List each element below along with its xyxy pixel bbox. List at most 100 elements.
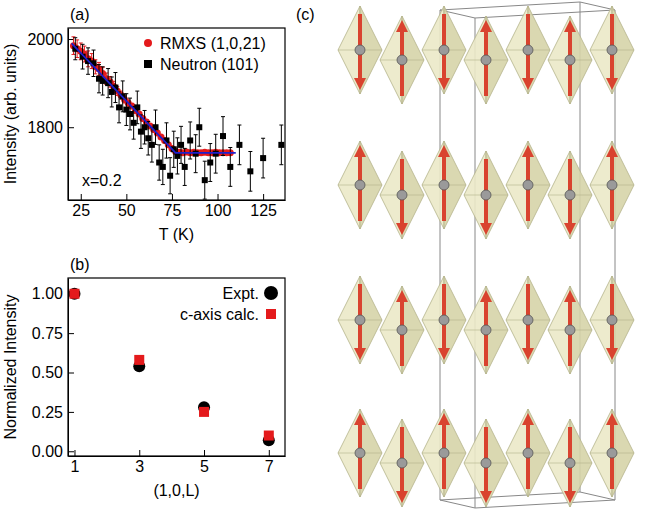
error-bar bbox=[101, 67, 105, 95]
error-bar-cap bbox=[124, 93, 128, 94]
atom bbox=[355, 448, 365, 458]
data-point bbox=[220, 133, 226, 139]
octahedron bbox=[590, 276, 634, 364]
error-bar-cap bbox=[97, 92, 101, 93]
octahedron bbox=[590, 141, 634, 229]
y-tick-label: 1800 bbox=[27, 119, 63, 136]
error-bar-cap bbox=[121, 80, 125, 81]
atom bbox=[523, 315, 533, 325]
legend: RMXS (1,0,21)Neutron (101) bbox=[144, 35, 266, 73]
error-bar bbox=[279, 125, 283, 165]
octahedron bbox=[464, 151, 508, 239]
error-bar-cap bbox=[86, 47, 90, 48]
error-bar bbox=[135, 91, 139, 124]
octahedron bbox=[380, 16, 424, 104]
error-bar-cap bbox=[188, 121, 192, 122]
error-bar-cap bbox=[146, 155, 150, 156]
error-bar-cap bbox=[197, 146, 201, 147]
error-bar-cap bbox=[135, 91, 139, 92]
octahedron bbox=[338, 276, 382, 364]
legend-label: RMXS (1,0,21) bbox=[160, 35, 266, 52]
series-1 bbox=[72, 38, 284, 199]
octahedron bbox=[338, 141, 382, 229]
octahedron bbox=[380, 286, 424, 374]
y-axis: 0.000.250.500.751.00 bbox=[32, 279, 74, 460]
octahedron bbox=[422, 276, 466, 364]
data-point bbox=[196, 124, 202, 130]
y-tick bbox=[68, 412, 74, 413]
spin-arrow-head bbox=[438, 78, 450, 90]
error-bar bbox=[92, 50, 96, 76]
error-bar-cap bbox=[172, 131, 176, 132]
x-tick-group: 25 bbox=[72, 194, 90, 219]
spin-arrow-head bbox=[438, 413, 450, 425]
atom bbox=[397, 55, 407, 65]
x-axis: 1357 bbox=[69, 450, 286, 475]
spin-arrow-head bbox=[522, 413, 534, 425]
atom bbox=[523, 448, 533, 458]
error-bar bbox=[179, 126, 183, 163]
error-bar-cap bbox=[106, 97, 110, 98]
atom bbox=[397, 458, 407, 468]
x-tick bbox=[126, 194, 127, 200]
structure-diagram: (c) bbox=[296, 2, 634, 508]
atom bbox=[565, 55, 575, 65]
x-tick-label: 125 bbox=[250, 202, 277, 219]
data-point bbox=[160, 164, 166, 170]
x-axis-line bbox=[69, 456, 286, 457]
x-tick-label: 100 bbox=[205, 202, 232, 219]
plot-area bbox=[70, 37, 284, 199]
octahedron bbox=[338, 409, 382, 497]
spin-arrow-head bbox=[438, 348, 450, 360]
error-bar-cap bbox=[194, 134, 198, 135]
octahedron bbox=[506, 141, 550, 229]
data-point bbox=[68, 288, 80, 300]
series-1 bbox=[69, 289, 273, 441]
spin-arrow-head bbox=[606, 413, 618, 425]
error-bar bbox=[183, 148, 187, 185]
spin-arrow-head bbox=[396, 20, 408, 32]
legend-marker bbox=[264, 286, 278, 300]
error-bar-cap bbox=[175, 173, 179, 174]
legend: Expt.c-axis calc. bbox=[180, 285, 278, 323]
error-bar-cap bbox=[194, 172, 198, 173]
error-bar-cap bbox=[208, 143, 212, 144]
spin-arrow-head bbox=[522, 145, 534, 157]
error-bar-cap bbox=[161, 149, 165, 150]
data-point bbox=[264, 431, 274, 441]
plot-area bbox=[68, 288, 274, 446]
error-bar bbox=[197, 108, 201, 146]
atom bbox=[481, 190, 491, 200]
error-bar-cap bbox=[86, 74, 90, 75]
octahedron bbox=[422, 6, 466, 94]
data-point bbox=[116, 104, 122, 110]
atom bbox=[355, 315, 365, 325]
octahedron bbox=[506, 276, 550, 364]
atom bbox=[565, 190, 575, 200]
atom bbox=[607, 180, 617, 190]
error-bar bbox=[221, 117, 225, 156]
error-bar bbox=[203, 161, 207, 199]
x-tick-label: 75 bbox=[164, 202, 182, 219]
spin-arrow-head bbox=[564, 223, 576, 235]
data-point bbox=[202, 177, 208, 183]
error-bar bbox=[150, 128, 154, 162]
atom bbox=[439, 315, 449, 325]
octahedron bbox=[506, 6, 550, 94]
error-bar-cap bbox=[261, 177, 265, 178]
y-tick-group: 0.50 bbox=[32, 364, 74, 381]
x-tick bbox=[263, 194, 264, 200]
octahedron bbox=[506, 409, 550, 497]
atom bbox=[607, 45, 617, 55]
atom bbox=[481, 325, 491, 335]
octahedron bbox=[464, 16, 508, 104]
error-bar bbox=[154, 110, 158, 144]
y-tick-group: 2000 bbox=[27, 31, 74, 48]
error-bar-cap bbox=[183, 185, 187, 186]
data-point bbox=[134, 355, 144, 365]
x-tick bbox=[269, 450, 270, 456]
y-tick-label: 2000 bbox=[27, 31, 63, 48]
error-bar-cap bbox=[154, 144, 158, 145]
spin-arrow-head bbox=[354, 78, 366, 90]
octahedron bbox=[548, 16, 592, 104]
